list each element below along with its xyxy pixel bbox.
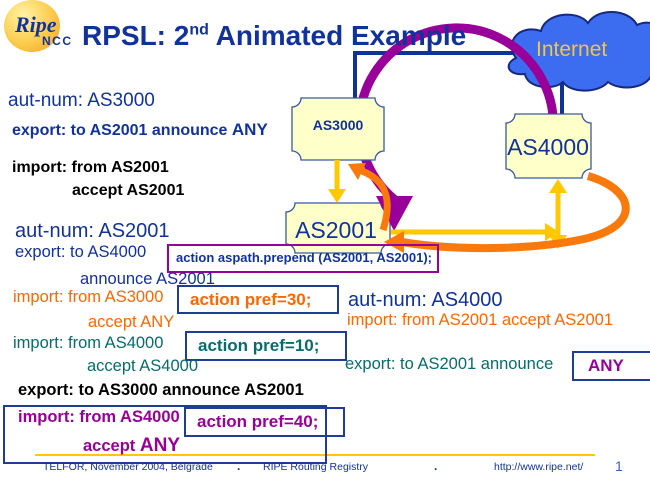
action-pref40-box: action pref=40; (184, 407, 345, 437)
action-prepend-text: action aspath.prepend (AS2001, AS2001); (176, 250, 432, 265)
yellow-arrowhead-down (328, 189, 346, 203)
accept-word: accept (83, 437, 136, 455)
internet-cloud-label: Internet (536, 38, 607, 61)
export-any-text: ANY (588, 356, 624, 375)
as3000-export-any: ANY (231, 120, 268, 139)
as2001-heading: aut-num: AS2001 (15, 220, 170, 242)
action-pref10-box: action pref=10; (185, 331, 347, 361)
footer-registry: RIPE Routing Registry (263, 461, 369, 473)
yellow-arrowhead-right (545, 223, 559, 241)
as2001-accept-any-boxed: accept ANY (83, 435, 180, 457)
as4000-heading: aut-num: AS4000 (348, 289, 503, 311)
as2001-export-as3000: export: to AS3000 announce AS2001 (18, 381, 304, 399)
as3000-export-prefix: export: to AS2001 announce (12, 122, 228, 139)
action-pref10-text: action pref=10; (198, 336, 320, 355)
page-number: 1 (615, 458, 623, 474)
as3000-node (291, 97, 385, 161)
as2001-import-as3000: import: from AS3000 (13, 288, 164, 306)
accept-any-word: ANY (139, 435, 180, 456)
as4000-export-line: export: to AS2001 announce (345, 355, 554, 373)
as2001-import-as4000-boxed: import: from AS4000 (18, 408, 180, 426)
export-any-box: ANY (572, 351, 650, 381)
slide-title-sup: nd (189, 21, 209, 39)
as3000-import-line: import: from AS2001 (12, 159, 169, 176)
action-pref30-text: action pref=30; (190, 290, 312, 309)
as3000-accept-line: accept AS2001 (72, 182, 185, 199)
action-pref30-box: action pref=30; (177, 285, 339, 314)
as2001-import-as4000: import: from AS4000 (13, 334, 164, 352)
as3000-node-label: AS3000 (313, 117, 364, 133)
yellow-arrowhead-up (549, 179, 567, 193)
footer-dot-2: . (434, 459, 438, 473)
action-pref40-text: action pref=40; (197, 412, 319, 431)
as4000-node-label: AS4000 (507, 134, 589, 160)
connector-as3000-internet (353, 51, 520, 100)
orange-arrow-as4000-as2001 (401, 172, 630, 253)
ripe-ncc-logo: Ripe NCC (2, 0, 80, 58)
as2001-accept-as4000: accept AS4000 (87, 357, 199, 375)
as2001-node-label: AS2001 (295, 217, 377, 243)
footer-dot-1: . (237, 459, 241, 473)
slide-title-pre: RPSL: 2 (82, 20, 190, 51)
ripe-logo-text: Ripe (15, 12, 57, 37)
as2001-accept-any: accept ANY (88, 313, 175, 331)
action-prepend-box: action aspath.prepend (AS2001, AS2001); (167, 244, 439, 273)
orange-arrowhead-up (348, 163, 366, 180)
ripe-logo-ball-icon (4, 0, 60, 52)
as3000-export-line: export: to AS2001 announce ANY (12, 120, 268, 140)
as4000-import-line: import: from AS2001 accept AS2001 (347, 311, 613, 329)
orange-arrow-as2001-as3000 (360, 167, 391, 232)
as3000-heading: aut-num: AS3000 (8, 90, 155, 111)
orange-arrowhead-left (384, 231, 404, 253)
highlight-box-pref40-group (3, 405, 327, 464)
footer-conference: TELFOR, November 2004, Belgrade (43, 461, 213, 473)
as2001-export-as4000: export: to AS4000 (15, 243, 147, 261)
slide-title-post: Animated Example (208, 20, 467, 51)
ncc-logo-text: NCC (42, 34, 73, 48)
slide-title: RPSL: 2nd Animated Example (82, 20, 466, 52)
footer-divider-line (35, 454, 595, 456)
as2001-announce-line: announce AS2001 (80, 270, 215, 288)
footer-url: http://www.ripe.net/ (494, 461, 584, 473)
as4000-node (505, 113, 592, 179)
